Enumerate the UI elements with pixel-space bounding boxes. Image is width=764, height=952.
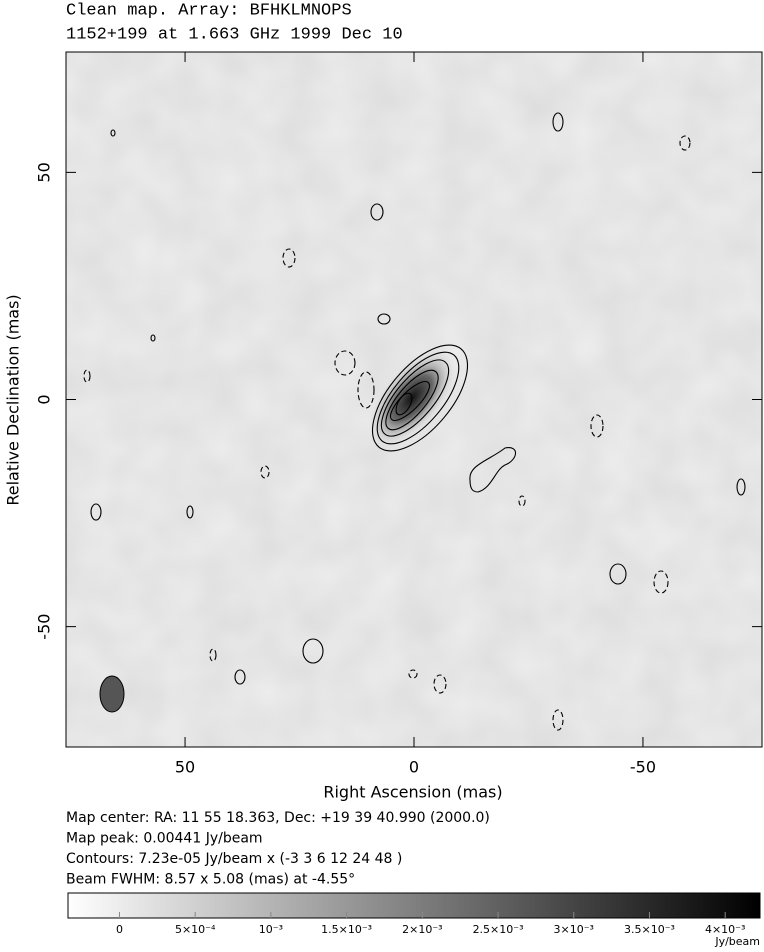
x-tick-label: -50 <box>630 758 656 777</box>
note: Map center: RA: 11 55 18.363, Dec: +19 3… <box>66 810 490 826</box>
colorbar-tick-label: 3×10⁻³ <box>554 923 594 936</box>
colorbar-tick-label: 2×10⁻³ <box>402 923 442 936</box>
y-tick-label: -50 <box>35 614 54 640</box>
contour <box>110 129 116 137</box>
x-axis-label: Right Ascension (mas) <box>323 783 502 802</box>
colorbar <box>67 892 761 919</box>
contour <box>370 203 384 221</box>
map-image <box>65 51 763 748</box>
y-tick-label: 50 <box>35 162 54 182</box>
beam <box>99 675 125 713</box>
negative-contour <box>282 248 296 268</box>
contour <box>302 638 324 664</box>
note: Beam FWHM: 8.57 x 5.08 (mas) at -4.55° <box>66 872 355 888</box>
negative-contour <box>209 648 217 662</box>
title: Clean map. Array: BFHKLMNOPS <box>66 1 352 20</box>
negative-contour <box>679 135 691 151</box>
contour <box>150 334 156 342</box>
contour <box>552 112 564 132</box>
colorbar-tick-label: 10⁻³ <box>259 923 283 936</box>
contour <box>736 478 746 496</box>
contour <box>90 503 102 521</box>
y-axis-label: Relative Declination (mas) <box>4 294 23 505</box>
colorbar-tick-label: 3.5×10⁻³ <box>624 923 675 936</box>
contour <box>377 313 391 325</box>
x-tick-label: 0 <box>409 758 419 777</box>
negative-contour <box>552 709 564 731</box>
y-tick-label: 0 <box>35 394 54 404</box>
negative-contour <box>334 350 356 376</box>
colorbar-tick-label: 1.5×10⁻³ <box>321 923 372 936</box>
negative-contour <box>83 369 91 383</box>
contour <box>376 351 460 445</box>
contour <box>186 505 194 519</box>
colorbar-tick-label: 4×10⁻³ <box>705 923 745 936</box>
colorbar-tick-label: 5×10⁻⁴ <box>175 923 216 936</box>
negative-contour <box>590 414 604 438</box>
negative-contour <box>653 570 669 594</box>
note: Map peak: 0.00441 Jy/beam <box>66 831 263 847</box>
contour <box>371 344 469 452</box>
contour <box>395 392 413 416</box>
colorbar-tick-label: 2.5×10⁻³ <box>473 923 524 936</box>
note: Contours: 7.23e-05 Jy/beam x (-3 3 6 12 … <box>66 851 402 867</box>
contour <box>609 563 627 585</box>
colorbar-unit: Jy/beam <box>714 935 760 948</box>
negative-contour <box>260 465 270 479</box>
negative-contour <box>357 371 375 409</box>
x-tick-label: 50 <box>175 758 195 777</box>
contour <box>234 669 246 685</box>
negative-contour <box>433 674 447 694</box>
negative-contour <box>518 495 526 507</box>
subtitle: 1152+199 at 1.663 GHz 1999 Dec 10 <box>66 25 403 44</box>
contour <box>380 359 450 437</box>
negative-contour <box>408 669 418 679</box>
colorbar-tick-label: 0 <box>116 923 123 936</box>
contour <box>469 447 517 493</box>
contours <box>83 112 746 731</box>
contour <box>385 369 439 431</box>
